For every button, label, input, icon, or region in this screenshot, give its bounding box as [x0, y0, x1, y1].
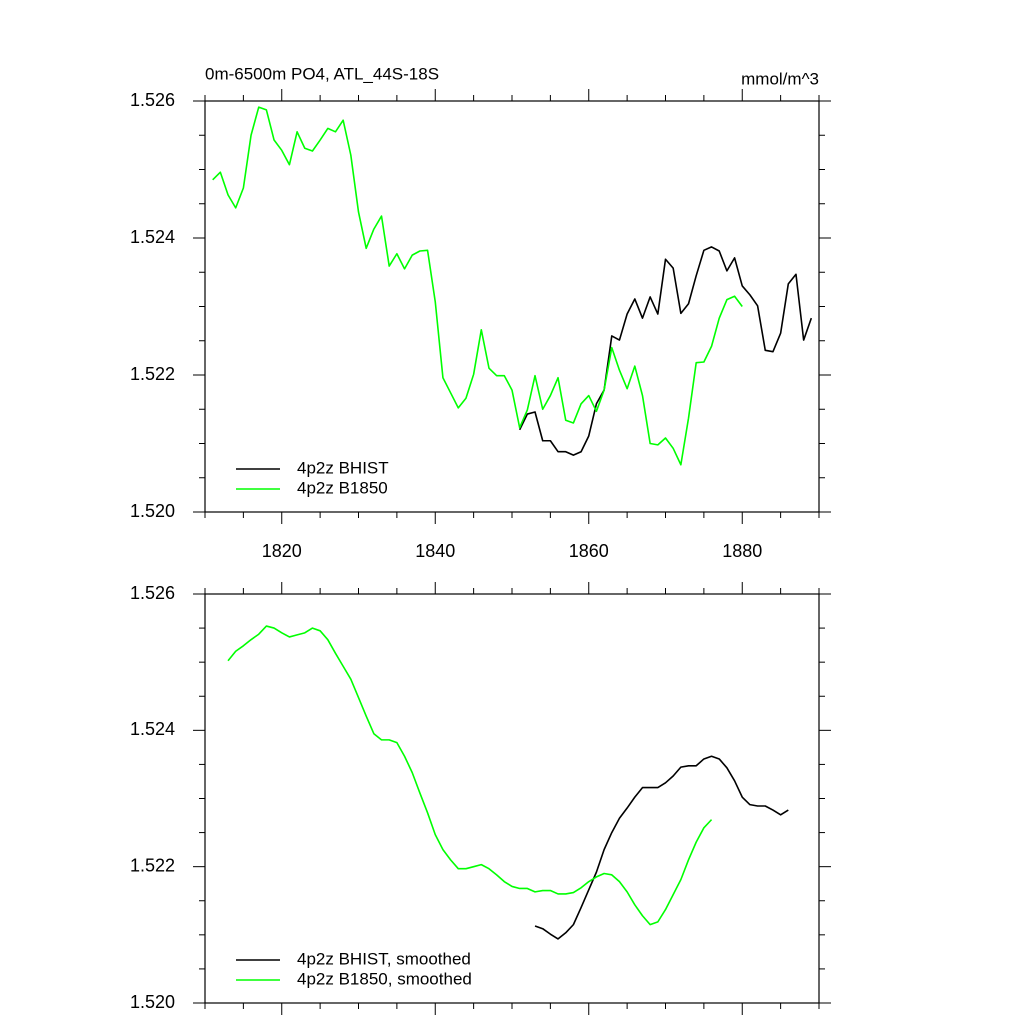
plot-frame — [204, 593, 820, 1004]
y-tick-label: 1.526 — [130, 90, 175, 110]
x-tick-label: 1820 — [262, 541, 302, 561]
data-line — [518, 246, 813, 456]
y-tick-label: 1.524 — [130, 227, 175, 247]
data-line — [212, 106, 743, 466]
panel: 1.520 1.522 1.524 1.526 4p2z BHIST, smoothed… — [130, 582, 831, 1015]
y-tick-label: 1.522 — [130, 364, 175, 384]
y-tick-label: 1.526 — [130, 583, 175, 603]
y-tick-label: 1.520 — [130, 501, 175, 521]
units-label: mmol/m^3 — [741, 69, 819, 88]
legend-label: 4p2z BHIST, smoothed — [297, 949, 471, 968]
legend-label: 4p2z B1850, smoothed — [297, 969, 472, 988]
x-tick-label: 1840 — [415, 541, 455, 561]
y-tick-label: 1.520 — [130, 992, 175, 1012]
x-tick-label: 1880 — [722, 541, 762, 561]
y-tick-label: 1.524 — [130, 719, 175, 739]
y-tick-label: 1.522 — [130, 855, 175, 875]
legend-label: 4p2z B1850 — [297, 478, 388, 497]
x-tick-label: 1860 — [569, 541, 609, 561]
legend-label: 4p2z BHIST — [297, 458, 389, 477]
panel: 1820 1840 1860 1880 1.520 1.522 1.524 1.526 0m-6… — [130, 64, 831, 561]
data-line — [534, 755, 789, 940]
chart-title: 0m-6500m PO4, ATL_44S-18S — [205, 64, 439, 83]
plot-frame — [204, 100, 820, 513]
data-line — [227, 625, 713, 926]
